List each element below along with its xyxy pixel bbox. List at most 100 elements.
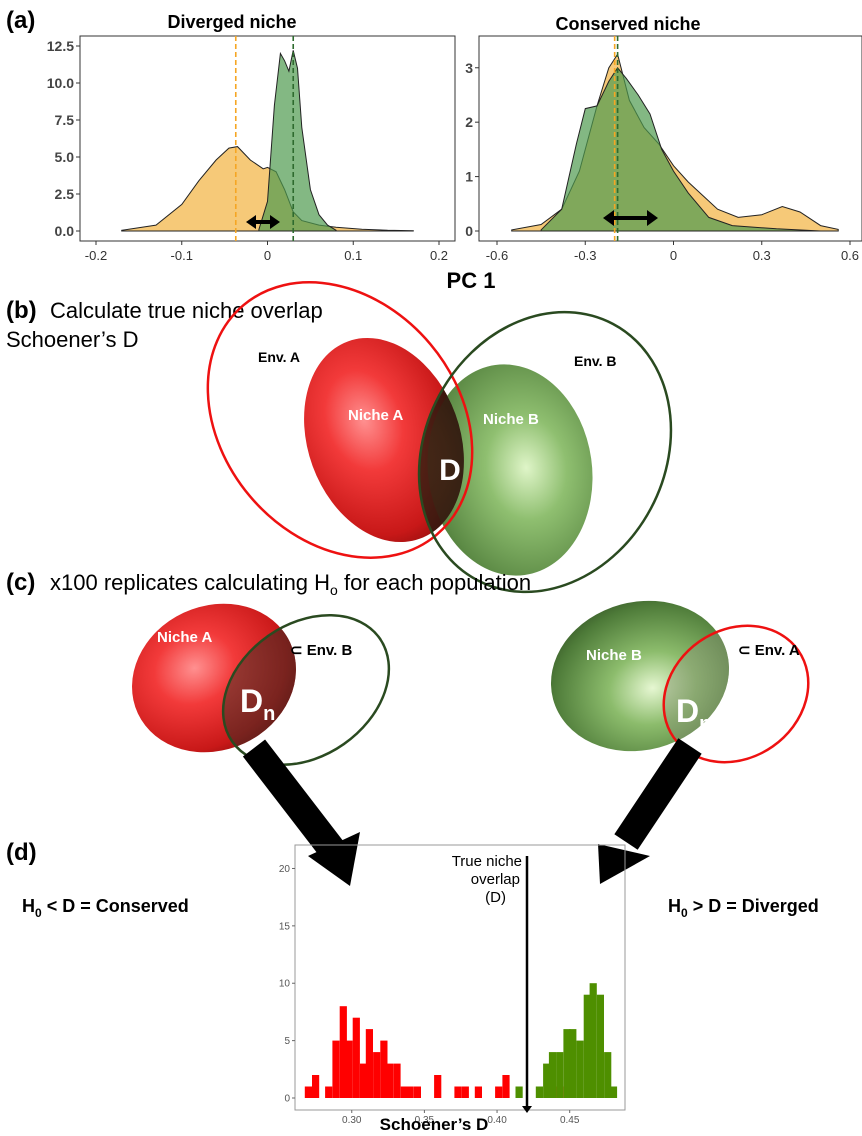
arrow-left-to-histogram (242, 739, 360, 886)
hist-x-tick-label: 0.45 (560, 1115, 580, 1126)
y-tick-label: 7.5 (55, 112, 75, 128)
x-tick-label: 0 (264, 248, 271, 263)
hist-bar-red (454, 1086, 462, 1098)
hist-bar-green (543, 1063, 551, 1098)
hist-bar-green (515, 1086, 523, 1098)
hist-bar-green (548, 1052, 557, 1098)
hist-bar-green (535, 1086, 543, 1098)
panel-a-xlabel: PC 1 (447, 268, 496, 293)
replicate-left: Niche A ⊂ Env. B Dn (132, 603, 391, 767)
panel-a-left-title: Diverged niche (167, 12, 296, 32)
hist-y-tick-label: 15 (279, 921, 291, 932)
x-tick-label: -0.3 (574, 248, 596, 263)
x-tick-label: -0.1 (171, 248, 193, 263)
hist-bar-red (406, 1086, 414, 1098)
hist-xlabel: Schoener’s D (380, 1115, 489, 1134)
x-tick-label: 0 (670, 248, 677, 263)
x-tick-label: 0.3 (753, 248, 771, 263)
hist-bar-red (339, 1006, 347, 1098)
panel-b-title-2: Schoener’s D (6, 327, 138, 352)
hist-bar-red (304, 1086, 312, 1098)
hist-bar-red (345, 1040, 353, 1098)
hist-bar-green (609, 1086, 618, 1098)
overlap-d-label: D (439, 454, 461, 487)
y-tick-label: 0 (465, 223, 473, 239)
hist-bar-red (386, 1063, 394, 1098)
hist-bar-red (461, 1086, 469, 1098)
hist-bar-red (495, 1086, 503, 1098)
hist-bar-red (502, 1075, 510, 1098)
histogram-schoeners-d: 0.30 0.35 0.40 0.45 0 5 10 15 20 True niche over… (279, 844, 626, 1126)
diverged-density-series-2 (258, 50, 337, 232)
conserved-density-series-2 (540, 66, 821, 232)
hist-y-tick-label: 10 (279, 979, 291, 990)
true-d-annotation-3: (D) (485, 889, 506, 906)
hist-bar-red (400, 1086, 408, 1098)
y-tick-label: 0.0 (55, 223, 75, 239)
hist-x-tick-label: 0.40 (487, 1115, 507, 1126)
range-arrow-right (603, 210, 658, 226)
hist-bar-red (474, 1086, 482, 1098)
env-a-label: Env. A (258, 349, 300, 365)
y-tick-label: 5.0 (55, 149, 75, 165)
hist-bar-red (352, 1017, 360, 1098)
panel-b-label: (b) (6, 297, 37, 324)
hist-bar-red (365, 1029, 373, 1098)
hist-bar-green (604, 1052, 612, 1098)
panel-c-title: x100 replicates calculating Ho for each … (50, 570, 531, 598)
panel-a-label: (a) (6, 7, 35, 34)
hist-bar-green (576, 1040, 584, 1098)
panel-d-label: (d) (6, 839, 37, 866)
density-plot-conserved: -0.6 -0.3 0 0.3 0.6 0 1 2 3 (465, 35, 862, 263)
niche-b-label: Niche B (483, 411, 539, 428)
density-plot-diverged: -0.2 -0.1 0 0.1 0.2 0.0 2.5 5.0 7.5 10.0 12.5 (47, 35, 456, 263)
panel-c-label: (c) (6, 569, 35, 596)
env-b-label-c: ⊂ Env. B (290, 642, 352, 659)
env-b-label: Env. B (574, 353, 617, 369)
env-a-ellipse-c (662, 624, 810, 764)
env-b-ellipse (417, 310, 673, 594)
hist-y-tick-label: 20 (279, 864, 291, 875)
x-tick-label: -0.6 (486, 248, 508, 263)
y-tick-label: 3 (465, 60, 473, 76)
hist-bar-green (583, 994, 591, 1098)
hist-bar-green (589, 983, 597, 1098)
hist-bar-red (325, 1086, 333, 1098)
niche-b-label-c: Niche B (586, 647, 642, 664)
conserved-rule: H0 < D = Conserved (22, 896, 189, 920)
true-d-annotation-2: overlap (471, 871, 520, 888)
hist-y-tick-label: 5 (284, 1036, 290, 1047)
hist-x-tick-label: 0.30 (342, 1115, 362, 1126)
env-a-label-c: ⊂ Env. A (738, 642, 800, 659)
hist-x-tick-label: 0.35 (415, 1115, 435, 1126)
hist-bar-red (360, 1063, 368, 1098)
true-d-arrowhead (522, 1106, 532, 1113)
x-tick-label: 0.1 (344, 248, 362, 263)
x-tick-label: -0.2 (85, 248, 107, 263)
true-d-annotation-1: True niche (452, 853, 522, 870)
y-tick-label: 12.5 (47, 38, 74, 54)
hist-bar-green (563, 1029, 571, 1098)
dn-right: Dn (676, 693, 711, 735)
dn-left: Dn (240, 683, 275, 725)
arrow-right-to-histogram (598, 738, 702, 884)
hist-bar-green (569, 1029, 577, 1098)
hist-bar-green (556, 1052, 564, 1098)
hist-bar-green (596, 994, 604, 1098)
x-tick-label: 0.2 (430, 248, 448, 263)
hist-bar-red (380, 1040, 388, 1098)
niche-a-label-c: Niche A (157, 629, 212, 646)
y-tick-label: 2.5 (55, 186, 75, 202)
hist-y-tick-label: 0 (284, 1094, 290, 1105)
venn-diagram-b: Env. A Env. B Niche A Niche B D (206, 281, 673, 594)
replicate-right: Niche B ⊂ Env. A Dn (550, 600, 810, 764)
env-a-ellipse (206, 281, 474, 559)
hist-bar-red (413, 1086, 421, 1098)
hist-bar-red (434, 1075, 442, 1098)
y-tick-label: 10.0 (47, 75, 74, 91)
hist-bar-red (373, 1052, 381, 1098)
panel-b-title-1: Calculate true niche overlap (50, 298, 323, 323)
hist-bar-red (393, 1063, 401, 1098)
hist-bar-red (312, 1075, 320, 1098)
